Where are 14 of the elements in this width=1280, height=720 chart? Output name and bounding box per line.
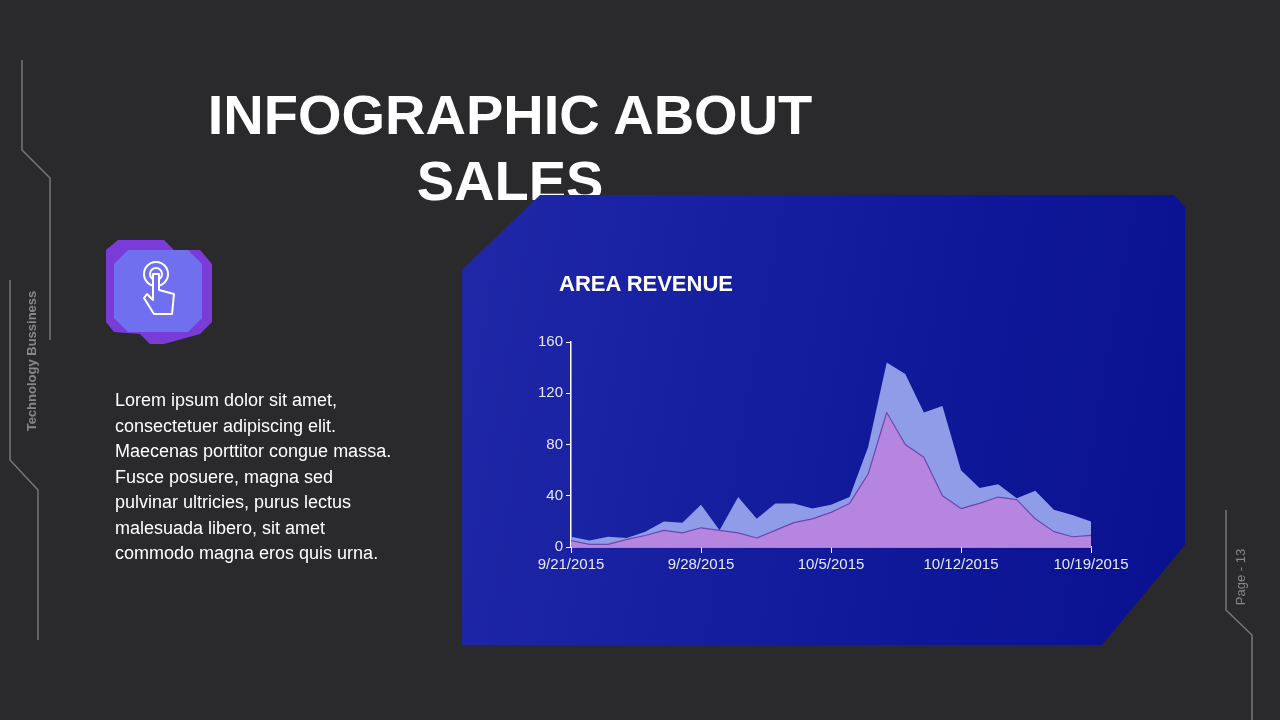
y-tick-label: 40 — [546, 485, 563, 503]
text: Lorem ipsum dolor sit amet, consectetuer adipiscing elit. Maecenas porttitor congue massa. Fusce posuere, magna sed pulvinar ultricies, purus lectus malesuada libero, sit amet commodo magna eros quis urna. — [115, 389, 393, 565]
chart-subtitle: AREA REVENUE — [559, 271, 733, 297]
text: Technology Bussiness — [23, 290, 39, 432]
y-tick-label: 160 — [537, 332, 563, 350]
y-tick-label: 120 — [537, 383, 563, 401]
text: Page - 13 — [1232, 548, 1248, 606]
x-tick-label: 10/5/2015 — [797, 555, 865, 573]
x-tick-label: 9/21/2015 — [537, 555, 605, 573]
y-tick-label: 0 — [554, 537, 563, 555]
y-tick-label: 80 — [546, 434, 563, 452]
x-tick-label: 10/19/2015 — [1053, 555, 1129, 573]
x-tick-label: 10/12/2015 — [923, 555, 999, 573]
x-tick-label: 9/28/2015 — [667, 555, 735, 573]
